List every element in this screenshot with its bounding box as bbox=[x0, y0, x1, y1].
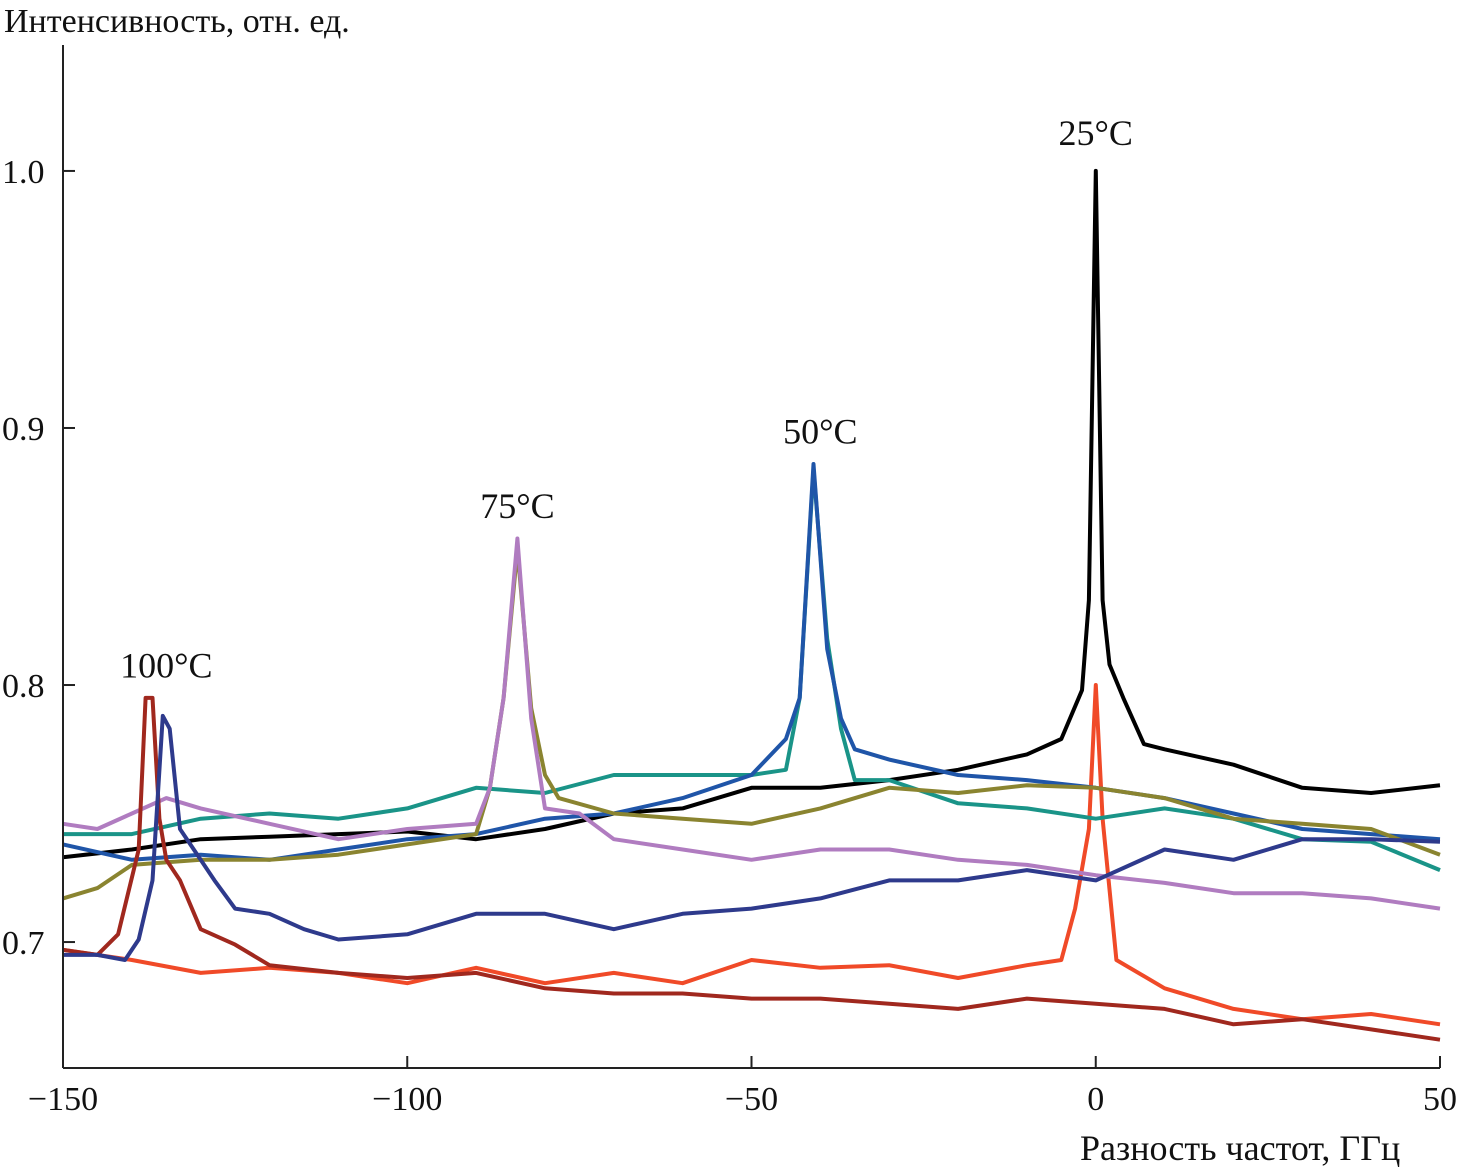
series-line-5 bbox=[62, 546, 1441, 901]
y-tick-label: 0.8 bbox=[2, 668, 45, 705]
peak-annotation: 75°C bbox=[480, 486, 554, 526]
series-line-3 bbox=[63, 467, 1441, 872]
series-line-1 bbox=[62, 168, 1441, 860]
x-tick-label: 50 bbox=[1423, 1081, 1457, 1118]
y-tick-label: 0.9 bbox=[2, 411, 45, 448]
peak-annotation: 50°C bbox=[783, 411, 857, 451]
x-tick-label: −100 bbox=[372, 1081, 442, 1118]
series-line-8 bbox=[63, 713, 1441, 962]
x-tick-label: 0 bbox=[1087, 1081, 1104, 1118]
x-axis-title: Разность частот, ГГц bbox=[1080, 1128, 1400, 1168]
x-tick-label: −50 bbox=[725, 1081, 778, 1118]
series-line-6 bbox=[62, 536, 1441, 911]
peak-annotation: 100°C bbox=[120, 645, 212, 685]
y-tick-label: 1.0 bbox=[2, 154, 45, 191]
y-axis-title: Интенсивность, отн. ед. bbox=[4, 3, 350, 40]
annotations-layer: 100°C 75°C 50°C 25°C bbox=[120, 113, 1133, 685]
series-line-2 bbox=[62, 683, 1441, 1027]
series-line-7 bbox=[62, 695, 1441, 1042]
series-line-4 bbox=[62, 462, 1441, 862]
y-tick-label: 0.7 bbox=[2, 925, 45, 962]
x-tick-label: −150 bbox=[28, 1081, 98, 1118]
peak-annotation: 25°C bbox=[1059, 113, 1133, 153]
ticks-layer: −150 −100 −50 0 50 0.7 0.8 0.9 1.0 bbox=[2, 154, 1457, 1118]
series-layer bbox=[62, 168, 1441, 1042]
